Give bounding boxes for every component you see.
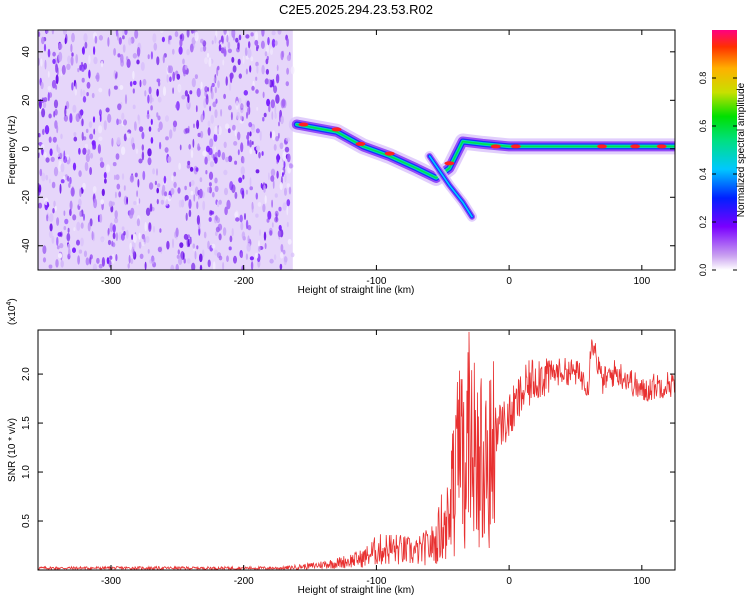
- snr-xtick: -300: [101, 576, 121, 587]
- spectrogram-ytick: 40: [21, 46, 32, 58]
- spectrogram-xlabel: Height of straight line (km): [298, 285, 415, 296]
- colorbar-ticks: 0.0 0.2 0.4 0.6 0.8: [698, 72, 737, 277]
- spectrogram-xtick: 0: [506, 276, 512, 287]
- snr-ytick: 1.5: [21, 416, 32, 430]
- snr-ytick: 0.5: [21, 514, 32, 528]
- colorbar-gradient: [712, 30, 737, 270]
- spectrogram-xtick: -200: [234, 276, 254, 287]
- colorbar-tick: 0.0: [698, 264, 708, 277]
- spectrogram-ytick: -20: [21, 190, 32, 205]
- spectrogram-xtick: -300: [101, 276, 121, 287]
- snr-xlabel: Height of straight line (km): [298, 585, 415, 596]
- spectrogram-data: [38, 30, 675, 270]
- snr-ytick: 1.0: [21, 465, 32, 479]
- snr-xtick: -200: [234, 576, 254, 587]
- colorbar-tick: 0.4: [698, 168, 708, 181]
- colorbar-tick: 0.2: [698, 216, 708, 229]
- snr-xtick: 100: [633, 576, 650, 587]
- spectrogram-frame: [37, 29, 676, 271]
- spectrogram-ytick: 0: [21, 146, 32, 152]
- snr-ticks: -300 -200 -100 0 100 0.5 1.0 1.5 2.0: [21, 330, 675, 587]
- snr-xtick: -100: [366, 576, 386, 587]
- colorbar-tick: 0.6: [698, 120, 708, 133]
- snr-scale-label: (x104): [6, 298, 18, 325]
- spectrogram-ytick: 20: [21, 94, 32, 106]
- secondary-branch: [424, 151, 477, 222]
- snr-xtick: 0: [506, 576, 512, 587]
- noise-region: [38, 30, 295, 270]
- snr-line: [38, 331, 675, 570]
- main-trace: [288, 116, 675, 186]
- snr-ylabel: SNR (10 * v/v): [7, 418, 18, 482]
- colorbar-tick: 0.8: [698, 72, 708, 85]
- figure-title: C2E5.2025.294.23.53.R02: [279, 2, 433, 17]
- colorbar: 0.0 0.2 0.4 0.6 0.8 Normalized spectral ampl…: [698, 30, 747, 276]
- snr-ytick: 2.0: [21, 367, 32, 381]
- spectrogram-xtick: -100: [366, 276, 386, 287]
- snr-frame: [37, 329, 676, 571]
- spectrogram-ytick: -40: [21, 238, 32, 253]
- spectrogram-xtick: 100: [633, 276, 650, 287]
- spectrogram-ylabel: Frequency (Hz): [7, 116, 18, 185]
- colorbar-label: Normalized spectral amplitude: [736, 82, 747, 217]
- snr-panel: -300 -200 -100 0 100 0.5 1.0 1.5 2.0 Height of s…: [6, 298, 676, 596]
